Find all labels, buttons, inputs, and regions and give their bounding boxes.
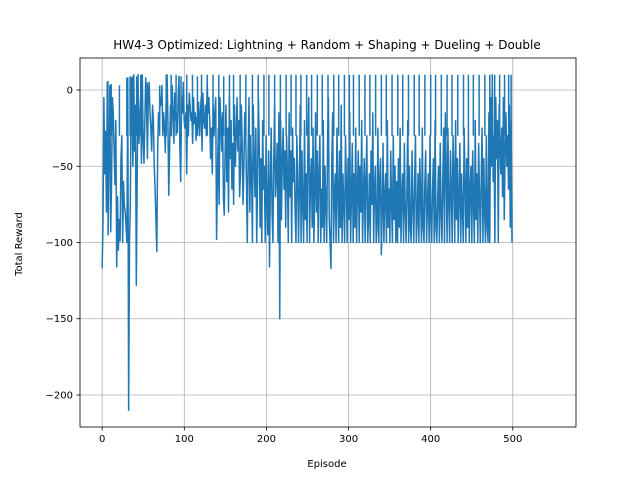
y-tick-label: −50 <box>52 162 73 173</box>
series-layer <box>101 74 513 411</box>
y-tick-label: −100 <box>46 238 73 249</box>
x-tick-label: 500 <box>503 434 522 445</box>
y-tick-label: −150 <box>46 314 73 325</box>
y-tick-label: −200 <box>46 390 73 401</box>
x-tick-label: 100 <box>175 434 194 445</box>
x-axis-label: Episode <box>307 459 346 470</box>
x-tick-label: 0 <box>99 434 105 445</box>
grid-lines <box>80 58 576 427</box>
chart-title: HW4-3 Optimized: Lightning + Random + Sh… <box>113 38 541 52</box>
x-axis-ticks: 0 100 200 300 400 500 <box>99 427 522 445</box>
x-tick-label: 200 <box>257 434 276 445</box>
y-axis-ticks: 0 −50 −100 −150 −200 <box>46 86 80 401</box>
x-tick-label: 300 <box>339 434 358 445</box>
x-tick-label: 400 <box>421 434 440 445</box>
y-axis-label: Total Reward <box>14 212 25 277</box>
y-tick-label: 0 <box>67 86 73 97</box>
